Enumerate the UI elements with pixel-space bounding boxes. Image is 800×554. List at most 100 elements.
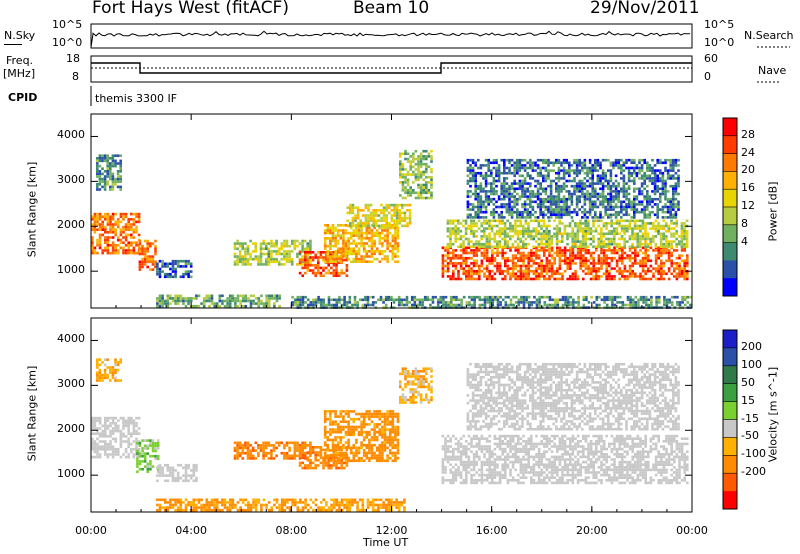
echo-cell-11 — [555, 237, 559, 241]
echo-cell-10 — [509, 267, 512, 270]
echo-cell-8 — [362, 222, 365, 225]
echo-cell-0 — [127, 225, 130, 229]
echo-cell-10 — [545, 256, 549, 260]
echo-cell-3 — [182, 265, 185, 268]
echo-cell-7 — [331, 257, 335, 261]
echo-cell-11 — [670, 240, 673, 243]
echo-cell-8 — [354, 224, 357, 228]
echo-cell-12 — [549, 192, 553, 196]
echo-cell-7 — [396, 226, 400, 230]
echo-cell-4 — [205, 294, 209, 298]
echo-cell-12 — [573, 210, 576, 214]
echo-cell-10 — [553, 259, 556, 263]
echo-cell-4 — [265, 294, 268, 298]
echo-cell-12 — [607, 200, 610, 204]
echo-cell-0 — [132, 223, 136, 226]
echo-cell-12 — [674, 187, 678, 191]
echo-cell-10 — [667, 269, 671, 273]
echo-cell-4 — [273, 302, 276, 305]
echo-cell-8 — [406, 209, 409, 212]
echo-cell-8 — [382, 216, 386, 220]
echo-cell-13 — [483, 303, 487, 307]
echo-cell-11 — [589, 232, 593, 236]
echo-cell-4 — [270, 294, 274, 298]
echo-cell-11 — [488, 232, 491, 236]
echo-cell-12 — [578, 195, 581, 198]
echo-cell-10 — [618, 277, 621, 281]
echo-cell-12 — [627, 177, 631, 180]
echo-cell-1 — [96, 159, 99, 163]
echo-cell-0 — [122, 249, 125, 252]
echo-cell-8 — [393, 224, 396, 228]
echo-cell-11 — [592, 240, 595, 243]
echo-cell-12 — [581, 179, 584, 183]
echo-cell-11 — [633, 219, 637, 223]
echo-cell-1 — [98, 175, 102, 178]
echo-cell-11 — [475, 240, 478, 243]
echo-cell-11 — [610, 242, 613, 246]
echo-cell-1 — [98, 379, 102, 382]
echo-cell-11 — [542, 224, 546, 228]
echo-cell-13 — [605, 298, 609, 302]
echo-cell-10 — [465, 272, 468, 276]
echo-cell-1 — [103, 175, 107, 178]
echo-cell-12 — [484, 182, 488, 185]
echo-cell-12 — [484, 216, 488, 219]
echo-cell-11 — [644, 237, 647, 241]
echo-cell-4 — [205, 299, 209, 303]
echo-cell-7 — [360, 255, 363, 258]
echo-cell-12 — [578, 184, 581, 188]
echo-cell-11 — [522, 242, 525, 246]
echo-cell-10 — [618, 259, 621, 263]
echo-cell-11 — [615, 219, 619, 223]
echo-cell-0 — [130, 223, 133, 226]
echo-cell-2 — [138, 462, 142, 466]
echo-cell-13 — [431, 295, 435, 299]
echo-cell-12 — [479, 195, 483, 198]
echo-cell-12 — [601, 195, 605, 198]
echo-cell-12 — [672, 161, 675, 165]
echo-cell-1 — [111, 374, 115, 377]
echo-cell-12 — [474, 195, 477, 198]
echo-cell-13 — [637, 301, 640, 304]
echo-cell-0 — [130, 225, 133, 229]
echo-cell-0 — [124, 249, 128, 252]
echo-cell-0 — [111, 450, 115, 454]
echo-cell-0 — [96, 241, 99, 244]
echo-cell-10 — [446, 269, 450, 273]
echo-cell-10 — [556, 269, 559, 273]
echo-cell-10 — [459, 277, 463, 281]
echo-cell-12 — [622, 177, 626, 180]
echo-cell-11 — [631, 229, 634, 233]
echo-cell-12 — [599, 216, 602, 219]
echo-cell-1 — [101, 185, 104, 189]
echo-cell-10 — [501, 251, 504, 255]
echo-cell-13 — [317, 301, 320, 304]
echo-cell-11 — [496, 245, 499, 249]
echo-cell-0 — [124, 440, 128, 443]
echo-cell-3 — [171, 262, 175, 266]
echo-cell-10 — [511, 269, 515, 273]
echo-cell-0 — [114, 212, 117, 216]
echo-cell-10 — [660, 275, 663, 278]
echo-cell-10 — [465, 249, 468, 252]
echo-cell-12 — [513, 195, 516, 198]
echo-cell-13 — [327, 298, 331, 302]
echo-cell-7 — [373, 252, 376, 256]
echo-cell-10 — [605, 262, 608, 265]
echo-cell-2 — [154, 252, 157, 256]
echo-cell-4 — [179, 294, 183, 298]
echo-cell-12 — [622, 213, 626, 217]
echo-cell-13 — [416, 303, 419, 307]
echo-cell-0 — [98, 228, 102, 231]
echo-cell-10 — [493, 264, 497, 268]
echo-cell-10 — [657, 264, 660, 268]
echo-cell-12 — [661, 177, 665, 180]
echo-cell-12 — [565, 210, 568, 214]
echo-cell-10 — [657, 256, 660, 260]
echo-cell-12 — [591, 182, 594, 185]
echo-cell-8 — [369, 214, 373, 217]
echo-cell-5 — [270, 250, 273, 253]
echo-cell-11 — [493, 240, 496, 243]
echo-cell-11 — [626, 224, 629, 228]
